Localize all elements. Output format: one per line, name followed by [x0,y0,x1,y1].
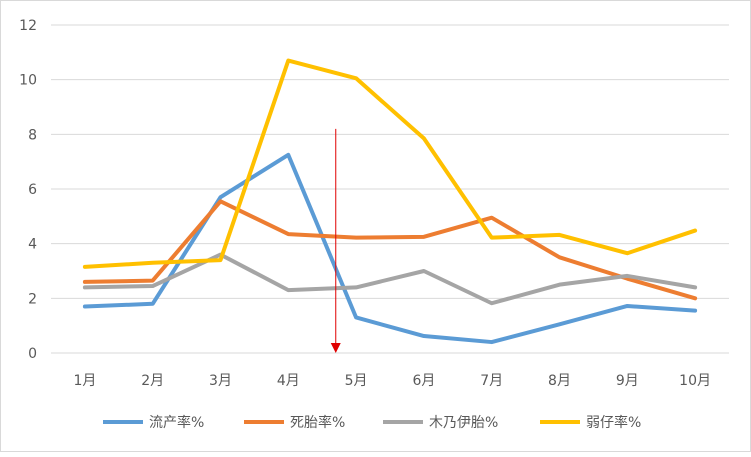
y-tick-label: 2 [28,291,37,307]
series-line-2 [85,201,695,298]
x-tick-label: 7月 [480,373,503,389]
y-tick-label: 10 [19,73,37,89]
series-lines [85,60,695,342]
y-tick-label: 12 [19,18,37,34]
y-axis-tick-labels: 0 2 4 6 8 10 12 [19,18,37,362]
x-tick-label: 8月 [548,373,571,389]
x-tick-label: 1月 [73,373,96,389]
x-tick-label: 6月 [412,373,435,389]
x-axis-tick-labels: 1月 2月 3月 4月 5月 6月 7月 8月 9月 10月 [73,373,711,389]
y-tick-label: 8 [28,127,37,143]
legend: 流产率% 死胎率% 木乃伊胎% 弱仔率% [103,414,641,431]
x-tick-label: 10月 [679,373,711,389]
legend-label: 弱仔率% [586,414,641,431]
legend-label: 流产率% [149,414,204,431]
x-tick-label: 2月 [141,373,164,389]
arrow-head [331,343,341,353]
y-tick-label: 6 [28,182,37,198]
legend-label: 木乃伊胎% [429,415,498,431]
x-tick-label: 3月 [209,373,232,389]
annotation-arrow [331,129,341,353]
y-tick-label: 0 [28,346,37,362]
x-tick-label: 5月 [345,373,368,389]
legend-label: 死胎率% [290,414,345,431]
x-tick-label: 4月 [277,373,300,389]
x-tick-label: 9月 [616,373,639,389]
y-tick-label: 4 [28,237,37,253]
